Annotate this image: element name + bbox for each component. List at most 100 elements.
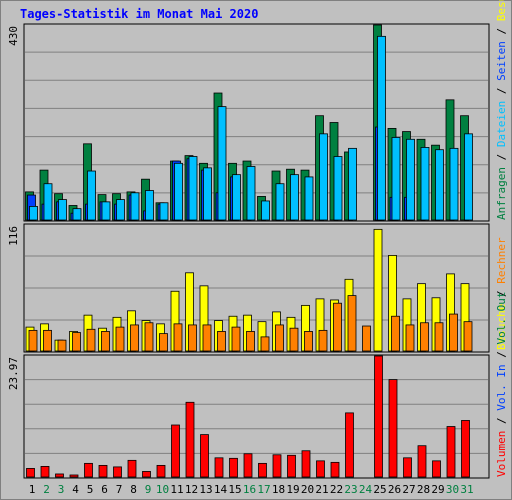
chart-title: Tages-Statistik im Monat Mai 2020 — [20, 7, 259, 21]
bar-volumen — [258, 462, 267, 478]
bar-dateien — [406, 138, 415, 221]
bar-rechner — [57, 339, 67, 352]
x-tick-label: 25 — [373, 483, 386, 496]
bar-dateien — [435, 149, 444, 221]
panel-border — [23, 223, 490, 353]
bar-rechner — [391, 315, 400, 352]
bar-volumen — [229, 457, 238, 478]
x-tick-label: 16 — [243, 483, 256, 496]
bar-volumen — [98, 464, 108, 478]
bar-volumen — [26, 468, 35, 478]
legend-rechner: Rechner — [495, 237, 508, 284]
bar-rechner — [202, 324, 212, 352]
x-tick-label: 17 — [257, 483, 270, 496]
bar-rechner — [347, 295, 357, 352]
bar-volumen — [113, 466, 122, 478]
legend-volumen: Volumen — [495, 431, 508, 477]
bar-rechner — [362, 325, 371, 352]
x-tick-label: 23 — [344, 483, 357, 496]
bar-dateien — [29, 205, 38, 221]
bar-volumen — [55, 473, 64, 478]
bar-volumen — [243, 453, 253, 478]
legend-top: Anfragen / Dateien / Seiten / Besuche — [495, 0, 508, 220]
bar-volumen — [185, 401, 195, 478]
bar-volumen — [330, 461, 340, 478]
x-tick-label: 8 — [130, 483, 137, 496]
bar-rechner — [275, 324, 284, 352]
bar-dateien — [275, 183, 285, 221]
bar-volumen — [171, 424, 180, 478]
bar-dateien — [203, 167, 212, 221]
bar-rechner — [318, 329, 328, 352]
bar-rechner — [246, 331, 255, 352]
bar-dateien — [145, 190, 154, 221]
bar-rechner — [289, 327, 299, 352]
x-tick-label: 18 — [272, 483, 285, 496]
bar-dateien — [246, 166, 256, 221]
bar-dateien — [87, 170, 96, 221]
bar-dateien — [420, 147, 430, 221]
bar-dateien — [159, 202, 169, 221]
legend-anfragen: Anfragen — [495, 167, 508, 220]
x-tick-label: 6 — [101, 483, 108, 496]
x-tick-label: 5 — [87, 483, 94, 496]
x-tick-label: 22 — [330, 483, 343, 496]
bar-dateien — [116, 199, 125, 221]
bar-rechner — [463, 321, 473, 352]
panel-border — [23, 23, 490, 222]
bar-dateien — [130, 192, 140, 221]
bar-volumen — [388, 379, 398, 478]
x-tick-label: 11 — [170, 483, 183, 496]
legend-anfragen: Vol. Out — [495, 292, 508, 345]
bar-rechner — [333, 302, 342, 352]
bar-volumen — [214, 457, 224, 478]
x-tick-label: 10 — [156, 483, 169, 496]
x-tick-label: 7 — [116, 483, 123, 496]
bar-volumen — [345, 412, 354, 478]
bar-rechner — [420, 322, 429, 352]
x-tick-label: 29 — [431, 483, 444, 496]
bar-volumen — [287, 454, 296, 478]
x-tick-label: 27 — [402, 483, 415, 496]
x-tick-label: 9 — [145, 483, 152, 496]
bar-rechner — [304, 331, 313, 352]
bar-volumen — [301, 450, 311, 478]
bar-rechner — [130, 324, 139, 352]
bar-dateien — [174, 162, 183, 221]
x-tick-label: 28 — [417, 483, 430, 496]
x-tick-label: 30 — [446, 483, 459, 496]
bar-volumen — [461, 420, 470, 478]
bar-dateien — [377, 35, 386, 221]
panel-border — [23, 354, 490, 479]
bar-dateien — [261, 200, 270, 221]
bar-dateien — [58, 199, 67, 221]
bar-dateien — [464, 133, 473, 221]
bar-volumen — [432, 460, 441, 478]
x-tick-label: 14 — [214, 483, 228, 496]
y-max-label: 23.97 — [7, 357, 20, 390]
bar-dateien — [348, 147, 357, 221]
bar-volumen — [69, 474, 79, 478]
bar-volumen — [127, 459, 137, 478]
bar-dateien — [290, 174, 299, 221]
bar-volumen — [316, 460, 325, 478]
bar-rechner — [159, 333, 168, 352]
bar-dateien — [101, 201, 111, 221]
bar-rechner — [115, 326, 125, 352]
bar-rechner — [188, 324, 197, 352]
bar-volumen — [403, 457, 412, 478]
legend-besuche: Besuche — [495, 304, 508, 350]
bar-rechner — [217, 331, 226, 352]
x-tick-label: 12 — [185, 483, 198, 496]
x-tick-label: 3 — [58, 483, 65, 496]
bar-rechner — [449, 313, 458, 352]
bar-dateien — [391, 137, 401, 221]
bar-volumen — [417, 445, 427, 478]
legend-seiten: Vol. In — [495, 364, 508, 410]
bar-volumen — [272, 454, 282, 478]
x-tick-label: 1 — [29, 483, 36, 496]
legend-besuche: Besuche — [495, 0, 508, 21]
x-tick-label: 19 — [286, 483, 299, 496]
bar-dateien — [72, 208, 82, 221]
